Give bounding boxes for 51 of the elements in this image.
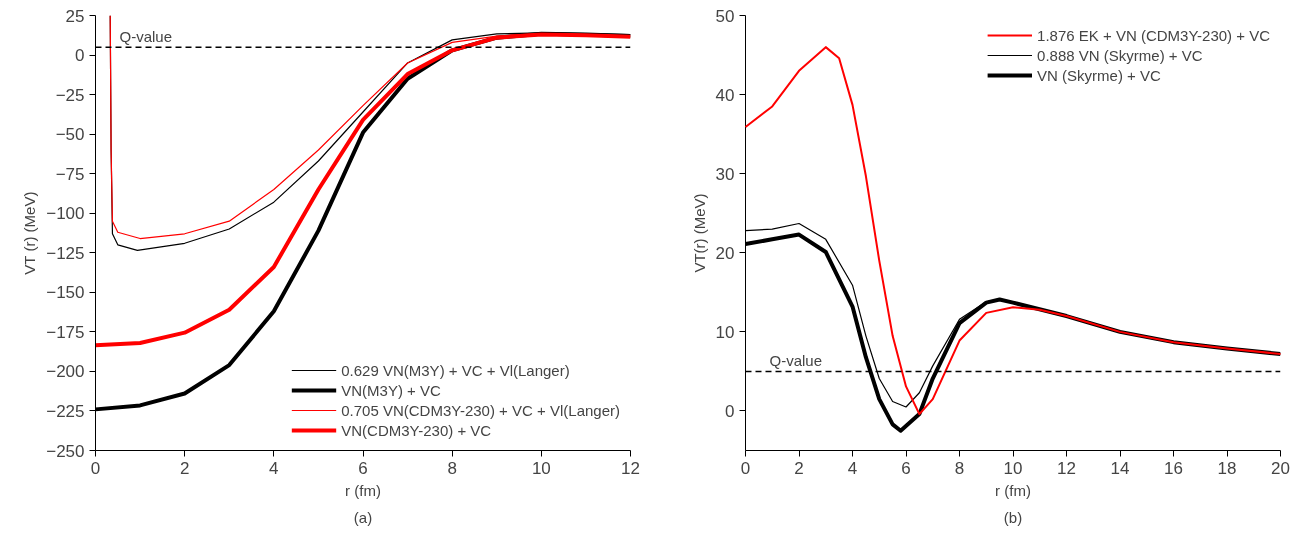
x-tick-label: 4 xyxy=(847,458,858,478)
x-tick-label: 10 xyxy=(531,458,551,478)
ref-line-label: Q-value xyxy=(119,28,173,46)
legend-label: 0.888 VN (Skyrme) + VC xyxy=(1037,46,1203,64)
x-tick-label: 20 xyxy=(1271,458,1290,478)
y-tick-label: −225 xyxy=(46,401,85,421)
x-tick-label: 12 xyxy=(621,458,640,478)
text: (a) xyxy=(353,508,373,526)
y-tick-label: 50 xyxy=(715,6,735,26)
x-tick-label: 10 xyxy=(1003,458,1023,478)
y-tick-label: 0 xyxy=(75,46,85,66)
y-tick-label: −250 xyxy=(46,441,85,461)
text: (b) xyxy=(1003,508,1023,526)
x-tick-label: 2 xyxy=(794,458,804,478)
x-axis-title: r (fm) xyxy=(345,481,381,499)
y-tick-label: −50 xyxy=(55,125,85,145)
x-tick-label: 2 xyxy=(179,458,190,478)
y-tick-label: −150 xyxy=(46,283,85,303)
y-tick-label: −175 xyxy=(46,322,85,342)
y-tick-label: 40 xyxy=(715,85,735,105)
x-tick-label: 16 xyxy=(1164,458,1183,478)
x-tick-label: 8 xyxy=(447,458,457,478)
x-tick-label: 4 xyxy=(269,458,279,478)
x-tick-label: 12 xyxy=(1057,458,1076,478)
y-tick-label: 30 xyxy=(715,164,735,184)
y-axis-title: VT (r) (MeV) xyxy=(21,191,39,275)
y-tick-label: 10 xyxy=(715,322,735,342)
x-axis-title: r (fm) xyxy=(995,481,1031,499)
x-tick-label: 0 xyxy=(740,458,751,478)
x-tick-label: 14 xyxy=(1110,458,1130,478)
y-tick-label: 20 xyxy=(715,243,735,263)
y-tick-label: −100 xyxy=(46,204,85,224)
x-tick-label: 8 xyxy=(954,458,965,478)
y-tick-label: −200 xyxy=(46,362,85,382)
x-tick-label: 6 xyxy=(901,458,911,478)
y-tick-label: −75 xyxy=(55,164,85,184)
x-tick-label: 6 xyxy=(358,458,368,478)
y-tick-label: 0 xyxy=(725,401,735,421)
legend-label: 0.705 VN(CDM3Y-230) + VC + Vl(Langer) xyxy=(341,401,620,419)
y-tick-label: 25 xyxy=(65,6,85,26)
legend-label: VN (Skyrme) + VC xyxy=(1037,66,1161,84)
legend-label: VN(M3Y) + VC xyxy=(341,381,441,399)
x-tick-label: 18 xyxy=(1217,458,1237,478)
y-tick-label: −25 xyxy=(55,85,85,105)
x-tick-label: 0 xyxy=(90,458,101,478)
ref-line-label: Q-value xyxy=(769,352,823,370)
legend-label: 0.629 VN(M3Y) + VC + Vl(Langer) xyxy=(341,361,570,379)
legend-label: 1.876 EK + VN (CDM3Y-230) + VC xyxy=(1037,26,1270,44)
y-axis-title: VT(r) (MeV) xyxy=(690,193,708,273)
legend-label: VN(CDM3Y-230) + VC xyxy=(341,421,492,439)
y-tick-label: −125 xyxy=(46,243,85,263)
